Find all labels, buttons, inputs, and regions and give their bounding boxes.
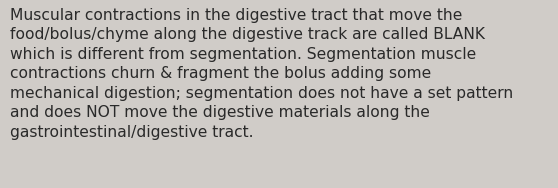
Text: Muscular contractions in the digestive tract that move the
food/bolus/chyme alon: Muscular contractions in the digestive t…: [10, 8, 513, 140]
